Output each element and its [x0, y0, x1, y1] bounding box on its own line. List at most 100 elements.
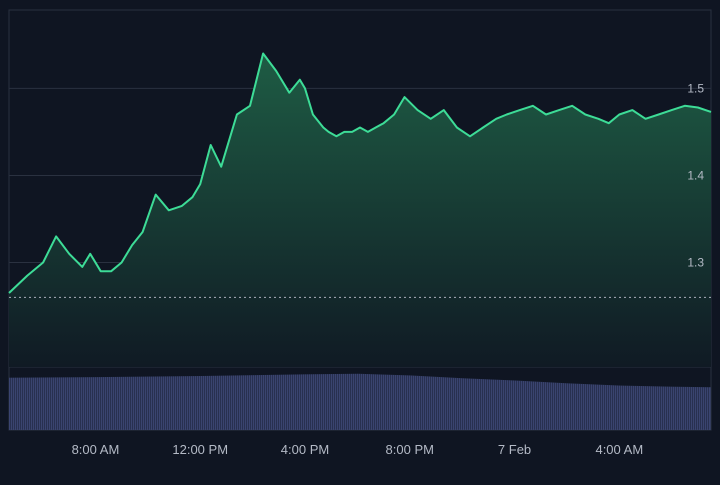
- volume-bar: [383, 374, 385, 430]
- volume-bar: [357, 373, 359, 430]
- volume-bar: [667, 386, 669, 430]
- x-tick-label: 7 Feb: [498, 442, 531, 457]
- volume-bar: [183, 376, 185, 430]
- y-tick-label: 1.3: [687, 256, 704, 270]
- volume-bar: [407, 375, 409, 430]
- volume-bar: [195, 376, 197, 430]
- volume-bar: [693, 386, 695, 430]
- volume-bar: [613, 385, 615, 430]
- volume-bar: [527, 381, 529, 430]
- volume-bar: [463, 378, 465, 430]
- volume-bar: [649, 386, 651, 430]
- volume-bar: [13, 377, 15, 430]
- volume-bar: [57, 377, 59, 430]
- volume-bar: [317, 374, 319, 430]
- volume-bar: [153, 376, 155, 430]
- volume-bar: [447, 377, 449, 430]
- volume-bar: [685, 386, 687, 430]
- price-area-fill: [9, 53, 711, 367]
- volume-bar: [579, 383, 581, 430]
- volume-bar: [619, 385, 621, 430]
- volume-bar: [119, 376, 121, 430]
- volume-bar: [155, 376, 157, 430]
- volume-bar: [289, 374, 291, 430]
- volume-bar: [431, 376, 433, 430]
- volume-bar: [583, 384, 585, 430]
- volume-bar: [65, 377, 67, 430]
- volume-bar: [115, 376, 117, 430]
- volume-bar: [241, 375, 243, 430]
- x-tick-label: 12:00 PM: [172, 442, 228, 457]
- volume-bar: [405, 375, 407, 430]
- volume-bar: [691, 386, 693, 430]
- volume-bar: [227, 375, 229, 430]
- volume-bar: [499, 379, 501, 430]
- volume-bar: [555, 382, 557, 430]
- volume-bar: [677, 386, 679, 430]
- volume-bar: [397, 375, 399, 430]
- x-tick-label: 8:00 PM: [386, 442, 434, 457]
- volume-bar: [335, 373, 337, 430]
- volume-bar: [245, 375, 247, 430]
- volume-bar: [93, 377, 95, 430]
- volume-bar: [593, 384, 595, 430]
- volume-bar: [689, 386, 691, 430]
- volume-bar: [43, 377, 45, 430]
- volume-bar: [629, 385, 631, 430]
- volume-bar: [533, 381, 535, 430]
- volume-bar: [513, 380, 515, 430]
- volume-bar: [127, 376, 129, 430]
- volume-bar: [333, 374, 335, 430]
- volume-bar: [39, 377, 41, 430]
- volume-bar: [491, 379, 493, 430]
- volume-bar: [145, 376, 147, 430]
- volume-bar: [551, 382, 553, 430]
- volume-bar: [159, 376, 161, 430]
- volume-bar: [475, 378, 477, 430]
- volume-bar: [251, 375, 253, 430]
- x-tick-label: 8:00 AM: [72, 442, 120, 457]
- volume-bar: [565, 383, 567, 430]
- volume-bar: [375, 374, 377, 430]
- volume-bar: [415, 375, 417, 430]
- x-tick-label: 4:00 PM: [281, 442, 329, 457]
- volume-bar: [343, 373, 345, 430]
- volume-bar: [659, 386, 661, 430]
- volume-bar: [617, 385, 619, 430]
- volume-bar: [709, 387, 711, 430]
- volume-bar: [701, 387, 703, 430]
- volume-bar: [511, 380, 513, 430]
- volume-bar: [347, 373, 349, 430]
- volume-bar: [495, 379, 497, 430]
- volume-bar: [361, 373, 363, 430]
- volume-bar: [265, 374, 267, 430]
- y-tick-label: 1.4: [687, 168, 704, 182]
- volume-bar: [541, 381, 543, 430]
- volume-bar: [379, 374, 381, 430]
- volume-bar: [189, 376, 191, 430]
- volume-bar: [337, 373, 339, 430]
- volume-bar: [645, 386, 647, 430]
- volume-bar: [217, 375, 219, 430]
- volume-bar: [237, 375, 239, 430]
- volume-bar: [111, 376, 113, 430]
- volume-bar: [635, 385, 637, 430]
- volume-bar: [681, 386, 683, 430]
- volume-bar: [339, 373, 341, 430]
- volume-bar: [469, 378, 471, 430]
- volume-bar: [31, 377, 33, 430]
- volume-bar: [311, 374, 313, 430]
- volume-bar: [385, 374, 387, 430]
- volume-bar: [321, 374, 323, 430]
- volume-bar: [103, 377, 105, 430]
- volume-bar: [661, 386, 663, 430]
- volume-bar: [303, 374, 305, 430]
- volume-bar: [589, 384, 591, 430]
- volume-bar: [417, 375, 419, 430]
- volume-bar: [441, 377, 443, 430]
- volume-bar: [595, 384, 597, 430]
- volume-bar: [233, 375, 235, 430]
- volume-bar: [281, 374, 283, 430]
- volume-bar: [113, 376, 115, 430]
